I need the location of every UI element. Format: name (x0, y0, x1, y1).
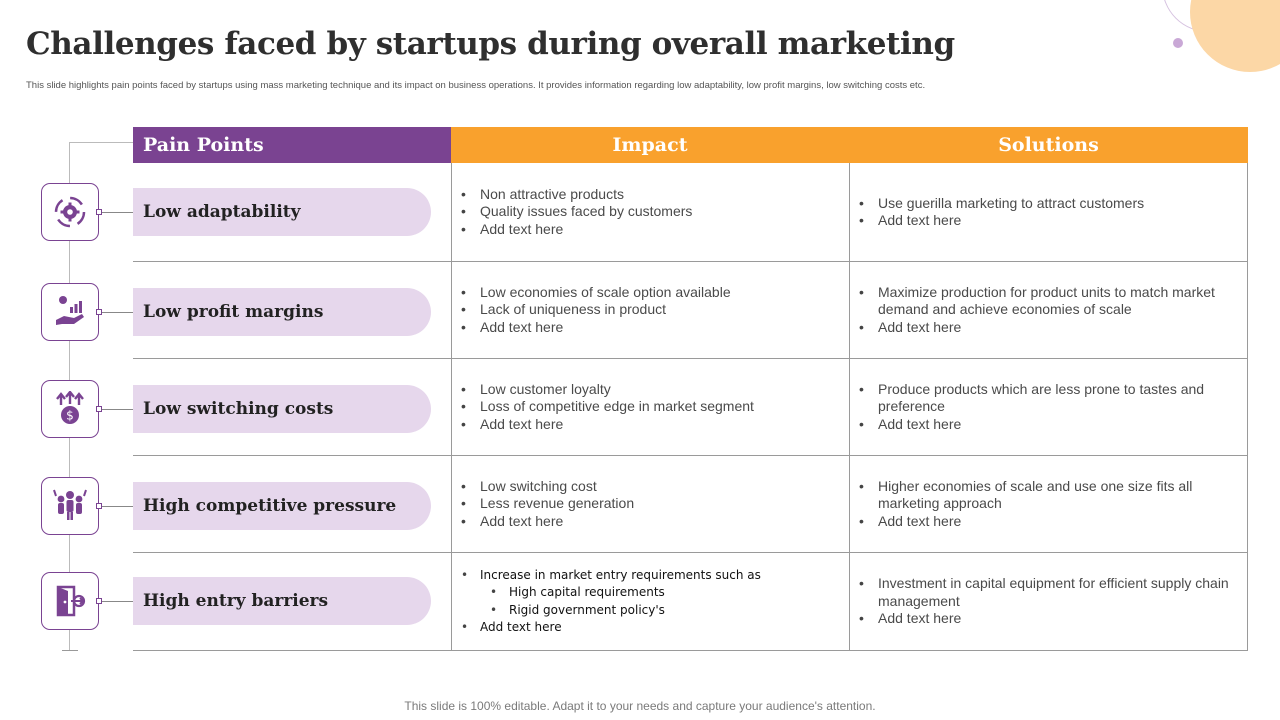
list-item: Produce products which are less prone to… (859, 381, 1240, 416)
list-item: Low economies of scale option available (461, 284, 731, 302)
sub-list-item: High capital requirements (490, 584, 761, 602)
solutions-cell: Investment in capital equipment for effi… (850, 553, 1240, 650)
corner-decoration (1160, 0, 1280, 80)
row-divider (133, 455, 1248, 456)
header-impact: Impact (451, 127, 849, 163)
pain-point-low-profit-margins: Low profit margins (133, 288, 431, 336)
row-connector (99, 601, 133, 602)
list-item: Add text here (859, 212, 1144, 230)
list-item: Increase in market entry requirements su… (461, 567, 761, 620)
list-item: Add text here (859, 513, 1230, 531)
slide-footer: This slide is 100% editable. Adapt it to… (404, 699, 876, 713)
list-item: Add text here (461, 619, 761, 637)
impact-cell: Non attractive products Quality issues f… (452, 163, 848, 261)
row-connector (99, 409, 133, 410)
list-item: Investment in capital equipment for effi… (859, 575, 1240, 610)
list-item: Add text here (461, 416, 754, 434)
decor-circle (1190, 0, 1280, 72)
gear-cycle-icon (41, 183, 99, 241)
header-pain-points: Pain Points (133, 127, 451, 163)
row-connector (99, 506, 133, 507)
impact-cell: Low economies of scale option available … (452, 262, 848, 358)
connector-dot (96, 309, 102, 315)
list-item: Lack of uniqueness in product (461, 301, 731, 319)
column-divider (451, 163, 452, 651)
list-item: Add text here (859, 416, 1240, 434)
list-item: Loss of competitive edge in market segme… (461, 398, 754, 416)
pain-point-high-entry-barriers: High entry barriers (133, 577, 431, 625)
timeline-base (62, 650, 78, 651)
list-item: Quality issues faced by customers (461, 203, 692, 221)
list-item: Add text here (461, 513, 634, 531)
list-item: Add text here (461, 221, 692, 239)
hand-money-growth-icon (41, 283, 99, 341)
slide-title: Challenges faced by startups during over… (26, 26, 955, 62)
row-divider (133, 358, 1248, 359)
impact-cell: Low customer loyalty Loss of competitive… (452, 359, 848, 455)
list-item: Higher economies of scale and use one si… (859, 478, 1230, 513)
row-divider (133, 650, 1248, 651)
impact-cell: Low switching cost Less revenue generati… (452, 456, 848, 552)
connector-dot (96, 503, 102, 509)
timeline-top-connector (69, 142, 135, 143)
connector-dot (96, 209, 102, 215)
solutions-cell: Produce products which are less prone to… (850, 359, 1240, 455)
list-item: Low switching cost (461, 478, 634, 496)
decor-dot (1173, 38, 1183, 48)
row-connector (99, 312, 133, 313)
slide-subtitle: This slide highlights pain points faced … (26, 80, 926, 91)
impact-cell: Increase in market entry requirements su… (452, 553, 848, 650)
connector-dot (96, 598, 102, 604)
list-item-text: Increase in market entry requirements su… (480, 567, 761, 582)
pain-point-low-adaptability: Low adaptability (133, 188, 431, 236)
solutions-cell: Use guerilla marketing to attract custom… (850, 163, 1246, 261)
row-divider (133, 552, 1248, 553)
door-exit-icon (41, 572, 99, 630)
row-connector (99, 212, 133, 213)
connector-dot (96, 406, 102, 412)
row-divider (133, 261, 1248, 262)
solutions-cell: Higher economies of scale and use one si… (850, 456, 1230, 552)
column-divider (849, 163, 850, 651)
list-item: Non attractive products (461, 186, 692, 204)
list-item: Add text here (461, 319, 731, 337)
list-item: Low customer loyalty (461, 381, 754, 399)
dollar-arrows-icon: $ (41, 380, 99, 438)
crowd-people-icon (41, 477, 99, 535)
sub-list-item: Rigid government policy's (490, 602, 761, 620)
list-item: Less revenue generation (461, 495, 634, 513)
list-item: Maximize production for product units to… (859, 284, 1240, 319)
svg-text:$: $ (66, 409, 74, 423)
list-item: Use guerilla marketing to attract custom… (859, 195, 1144, 213)
pain-point-low-switching-costs: Low switching costs (133, 385, 431, 433)
pain-point-high-competitive-pressure: High competitive pressure (133, 482, 431, 530)
list-item: Add text here (859, 610, 1240, 628)
list-item: Add text here (859, 319, 1240, 337)
solutions-cell: Maximize production for product units to… (850, 262, 1240, 358)
header-solutions: Solutions (849, 127, 1248, 163)
